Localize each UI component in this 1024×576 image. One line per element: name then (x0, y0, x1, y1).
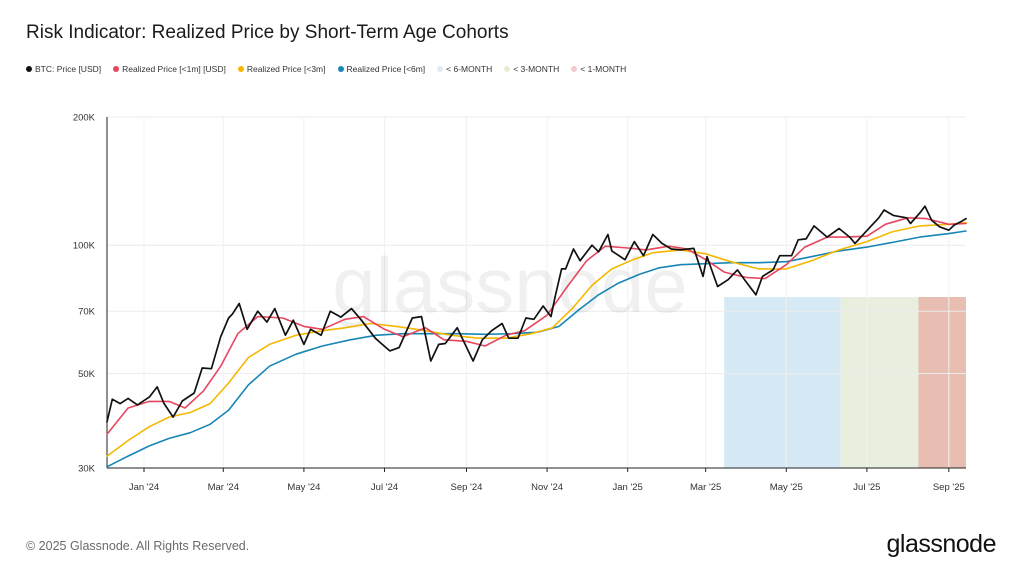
x-tick-label-7: Mar '25 (690, 482, 721, 493)
series-line-1 (106, 217, 967, 436)
y-tick-label-4: 200K (73, 113, 96, 124)
legend-item-btc-price[interactable]: BTC: Price [USD] (26, 64, 101, 74)
y-tick-label-2: 70K (78, 307, 96, 318)
brand-logo: glassnode (886, 530, 997, 558)
cohort-bands (724, 297, 966, 468)
x-tick-label-3: Jul '24 (371, 482, 398, 493)
gridlines (107, 116, 966, 469)
legend-item-realized-6m[interactable]: Realized Price [<6m] (337, 64, 426, 74)
tick-labels: 30K 50K 70K 100K 200K Jan '24 Mar '24 May '24 Ju… (73, 113, 965, 494)
legend-swatch-realized-3m (237, 66, 244, 72)
x-tick-label-2: May '24 (287, 482, 320, 493)
series-line-2 (106, 221, 967, 457)
series-line-0 (106, 205, 967, 423)
legend-label-realized-3m: Realized Price [<3m] (246, 64, 326, 74)
legend-item-6-month-band[interactable]: < 6-MONTH (437, 64, 492, 74)
legend-label-btc-price: BTC: Price [USD] (35, 64, 102, 74)
x-tick-label-6: Jan '25 (613, 482, 643, 493)
copyright-footer: © 2025 Glassnode. All Rights Reserved. (26, 539, 250, 553)
x-tick-label-9: Jul '25 (853, 482, 880, 493)
legend-swatch-6-month-band (437, 66, 444, 72)
y-tick-label-3: 100K (73, 241, 96, 252)
band-2 (918, 297, 966, 468)
y-tick-label-0: 30K (78, 464, 96, 475)
legend-swatch-3-month-band (504, 66, 511, 72)
watermark: glassnode (332, 241, 688, 329)
chart-legend: BTC: Price [USD] Realized Price [<1m] [U… (26, 64, 626, 74)
band-1 (840, 297, 919, 468)
legend-label-3-month-band: < 3-MONTH (513, 64, 560, 74)
legend-item-realized-3m[interactable]: Realized Price [<3m] (237, 64, 326, 74)
legend-swatch-btc-price (26, 66, 32, 72)
x-tick-label-4: Sep '24 (450, 482, 482, 493)
chart-title: Risk Indicator: Realized Price by Short-… (26, 22, 509, 43)
legend-item-3-month-band[interactable]: < 3-MONTH (504, 64, 559, 74)
x-tick-label-10: Sep '25 (933, 482, 965, 493)
legend-label-realized-6m: Realized Price [<6m] (346, 64, 426, 74)
legend-item-1-month-band[interactable]: < 1-MONTH (571, 64, 626, 74)
x-tick-label-8: May '25 (770, 482, 803, 493)
y-tick-label-1: 50K (78, 369, 96, 380)
legend-label-realized-1m: Realized Price [<1m] [USD] (122, 64, 226, 74)
legend-label-6-month-band: < 6-MONTH (446, 64, 493, 74)
series-lines (106, 205, 967, 468)
legend-item-realized-1m[interactable]: Realized Price [<1m] [USD] (113, 64, 226, 74)
axes (106, 117, 966, 472)
legend-swatch-1-month-band (571, 66, 578, 72)
band-0 (724, 297, 841, 468)
legend-label-1-month-band: < 1-MONTH (580, 64, 627, 74)
x-tick-label-1: Mar '24 (208, 482, 239, 493)
legend-swatch-realized-6m (337, 66, 344, 72)
x-tick-label-5: Nov '24 (531, 482, 563, 493)
legend-swatch-realized-1m (113, 66, 120, 72)
x-tick-label-0: Jan '24 (129, 482, 159, 493)
